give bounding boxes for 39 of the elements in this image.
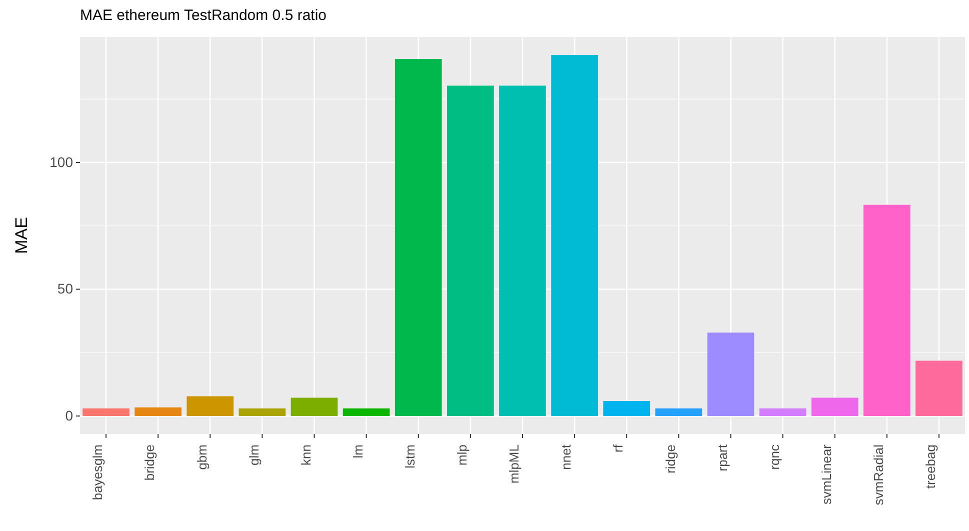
bar: [863, 204, 910, 416]
bar: [603, 401, 650, 416]
bar: [290, 398, 338, 416]
bar: [916, 360, 962, 416]
y-tick-label: 100: [50, 154, 74, 170]
x-tick-label: bayesglm: [90, 444, 106, 500]
x-tick-label: rpart: [714, 444, 730, 472]
x-tick-label: gbm: [194, 444, 210, 470]
bar: [551, 55, 598, 416]
bar: [134, 407, 182, 416]
x-tick-label: nnet: [558, 444, 574, 470]
bar: [82, 408, 130, 416]
x-tick-label: lstm: [402, 444, 418, 468]
bar: [394, 59, 442, 416]
x-tick-label: ridge: [662, 444, 678, 474]
x-tick-label: treebag: [923, 444, 938, 489]
bar: [499, 86, 546, 416]
x-tick-label: mlp: [454, 444, 470, 466]
bar: [238, 408, 286, 416]
bar: [811, 398, 858, 416]
x-tick-label: knn: [298, 444, 314, 466]
bar: [655, 408, 702, 416]
bar: [186, 396, 234, 416]
x-tick-label: svmRadial: [871, 444, 886, 506]
bar: [759, 408, 806, 416]
bar: [342, 408, 390, 416]
x-tick-label: glm: [246, 444, 262, 466]
y-tick-label: 50: [57, 280, 74, 297]
bar: [447, 86, 494, 416]
y-tick-label: 0: [65, 407, 74, 424]
chart-title: MAE ethereum TestRandom 0.5 ratio: [80, 7, 327, 24]
x-tick-label: rqnc: [766, 444, 782, 470]
bar: [707, 332, 754, 416]
x-tick-label: lm: [350, 444, 366, 458]
x-tick-label: mlpML: [506, 444, 522, 484]
x-tick-label: rf: [610, 444, 626, 452]
y-axis-title: MAE: [12, 217, 31, 254]
x-tick-label: svmLinear: [818, 444, 834, 504]
x-tick-label: bridge: [142, 444, 158, 481]
